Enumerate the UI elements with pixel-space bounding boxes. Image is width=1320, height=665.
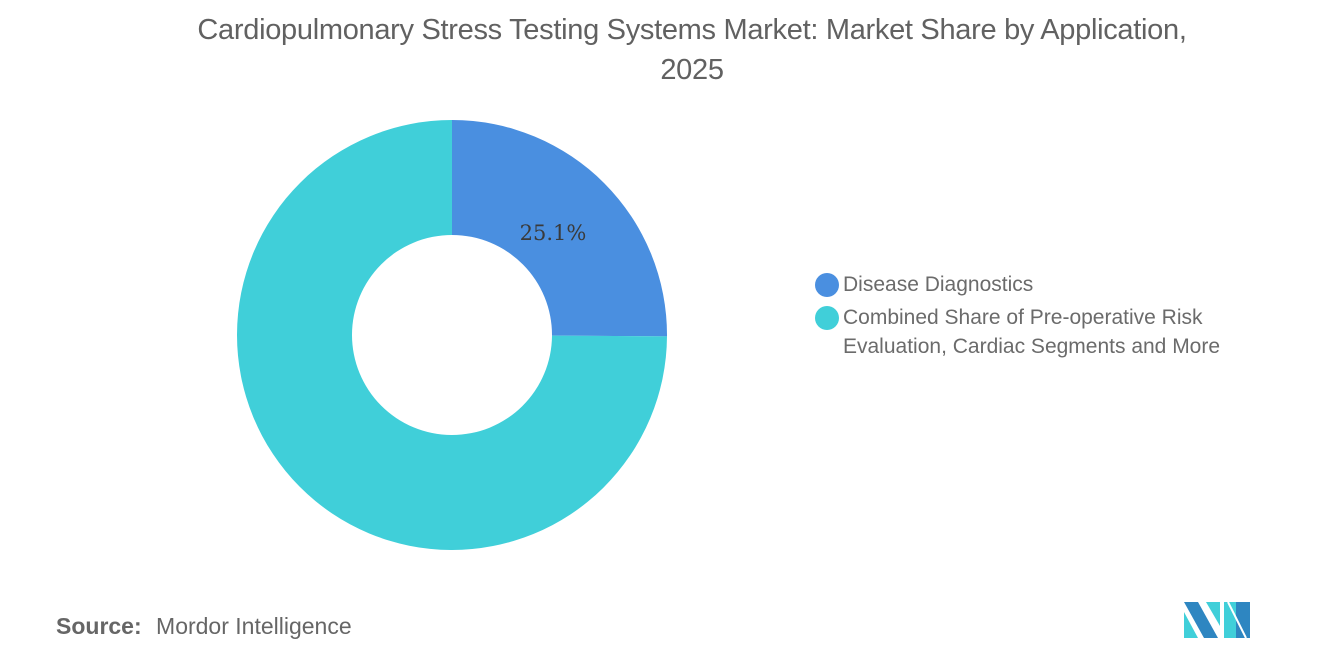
legend-item-disease-diagnostics[interactable]: Disease Diagnostics [815, 270, 1275, 299]
slice-label-disease-diagnostics: 25.1% [520, 221, 587, 245]
source-value: Mordor Intelligence [156, 613, 352, 639]
source-key: Source: [56, 613, 142, 639]
chart-title-line1: Cardiopulmonary Stress Testing Systems M… [197, 14, 1187, 46]
chart-legend: Disease Diagnostics Combined Share of Pr… [815, 270, 1275, 365]
donut-segment-disease-diagnostics[interactable] [452, 120, 667, 337]
donut-segments [236, 120, 667, 551]
source-attribution: Source: Mordor Intelligence [56, 611, 352, 641]
chart-title-line2: 2025 [660, 54, 724, 86]
legend-label-line1: Combined Share of Pre-operative Risk [843, 306, 1203, 329]
legend-label: Disease Diagnostics [843, 273, 1034, 296]
chart-title: Cardiopulmonary Stress Testing Systems M… [0, 10, 1320, 90]
legend-dot-icon [815, 306, 839, 330]
legend-label: Combined Share of Pre-operative Risk Eva… [843, 303, 1220, 361]
legend-dot-icon [815, 273, 839, 297]
donut-segment-combined-share[interactable] [236, 120, 667, 551]
legend-label-line2: Evaluation, Cardiac Segments and More [843, 335, 1221, 358]
mordor-intelligence-logo-icon [1184, 602, 1250, 638]
legend-item-combined-share[interactable]: Combined Share of Pre-operative Risk Eva… [815, 303, 1275, 361]
